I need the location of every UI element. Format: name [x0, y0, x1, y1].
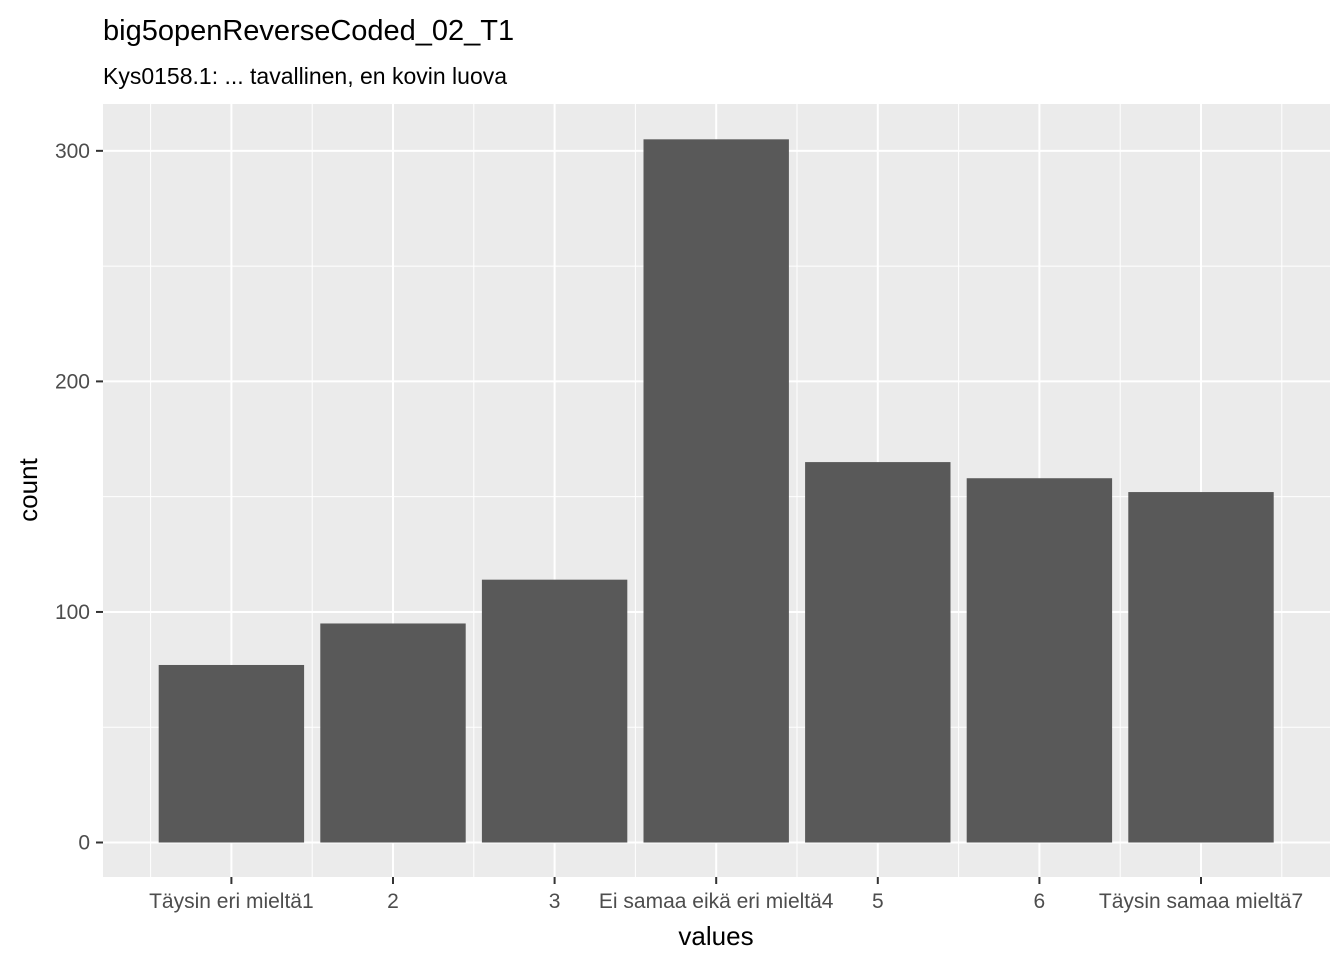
- x-axis: Täysin eri mieltä1 2 3 Ei samaa eikä eri mi…: [149, 877, 1303, 913]
- bar: [805, 462, 951, 843]
- x-tick-label: Täysin eri mieltä1: [149, 890, 314, 913]
- chart-title: big5openReverseCoded_02_T1: [103, 15, 514, 47]
- x-tick-label: 6: [1034, 890, 1046, 913]
- x-tick-label: Täysin samaa mieltä7: [1099, 890, 1303, 913]
- y-axis: 0 100 200 300: [55, 140, 103, 855]
- y-tick-label: 200: [55, 370, 90, 393]
- bar: [966, 478, 1113, 843]
- bar: [158, 664, 305, 843]
- x-tick-label: Ei samaa eikä eri mieltä4: [599, 890, 834, 913]
- y-tick-label: 0: [78, 832, 90, 855]
- bar: [481, 579, 628, 843]
- bars: [158, 139, 1274, 843]
- bar: [320, 623, 466, 843]
- x-tick-label: 3: [549, 890, 561, 913]
- bar: [643, 139, 789, 843]
- x-axis-title: values: [678, 921, 753, 951]
- chart-subtitle: Kys0158.1: ... tavallinen, en kovin luov…: [103, 63, 507, 89]
- y-tick-label: 300: [55, 140, 90, 163]
- y-axis-title: count: [13, 457, 43, 521]
- y-tick-label: 100: [55, 601, 90, 624]
- bar: [1128, 492, 1274, 843]
- x-tick-label: 5: [872, 890, 884, 913]
- x-tick-label: 2: [387, 890, 399, 913]
